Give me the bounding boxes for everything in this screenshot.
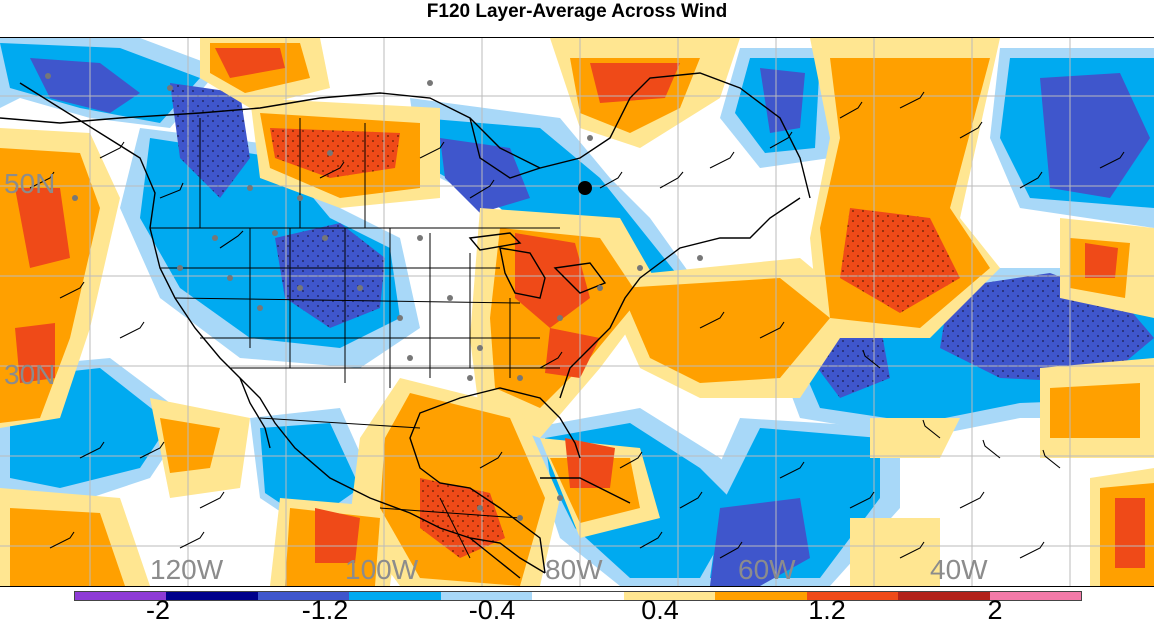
station-dots [45, 73, 703, 521]
strong-positive-fields [15, 48, 1145, 568]
colorbar-tick: 0.4 [641, 595, 679, 625]
color-scale-bar [74, 591, 1082, 601]
colorbar-segment [898, 592, 990, 600]
map-canvas [0, 38, 1154, 586]
map-panel[interactable]: 50N 30N 120W 100W 80W 60W 40W [0, 37, 1154, 587]
colorbar-segment [440, 592, 533, 600]
colorbar-tick: -0.4 [468, 595, 516, 625]
colorbar-tick: 2 [987, 595, 1003, 625]
map-title: F120 Layer-Average Across Wind [426, 1, 728, 22]
lat-label-30n: 30N [4, 359, 56, 390]
colorbar-tick: 1.2 [808, 595, 846, 625]
colorbar-segment [806, 592, 899, 600]
wind-barbs [29, 91, 1125, 559]
colorbar-segment [75, 592, 167, 600]
colorbar-segment [257, 592, 350, 600]
lon-label-80w: 80W [545, 554, 603, 585]
colorbar-tick: -1.2 [301, 595, 349, 625]
highlight-marker[interactable] [578, 181, 592, 195]
colorbar-segment [715, 592, 807, 600]
colorbar-segment [989, 592, 1081, 600]
lon-label-100w: 100W [345, 554, 419, 585]
colorbar-segment [532, 592, 624, 600]
lon-label-60w: 60W [738, 554, 796, 585]
lon-label-120w: 120W [150, 554, 224, 585]
lat-label-50n: 50N [4, 168, 56, 199]
colorbar-segment [349, 592, 441, 600]
political-borders [150, 118, 560, 559]
colorbar-tick: -2 [145, 595, 171, 625]
lon-label-40w: 40W [930, 554, 988, 585]
lat-lon-grid [0, 38, 1154, 586]
colorbar-segment [166, 592, 258, 600]
coastlines [0, 72, 811, 579]
colorbar-segment [623, 592, 716, 600]
